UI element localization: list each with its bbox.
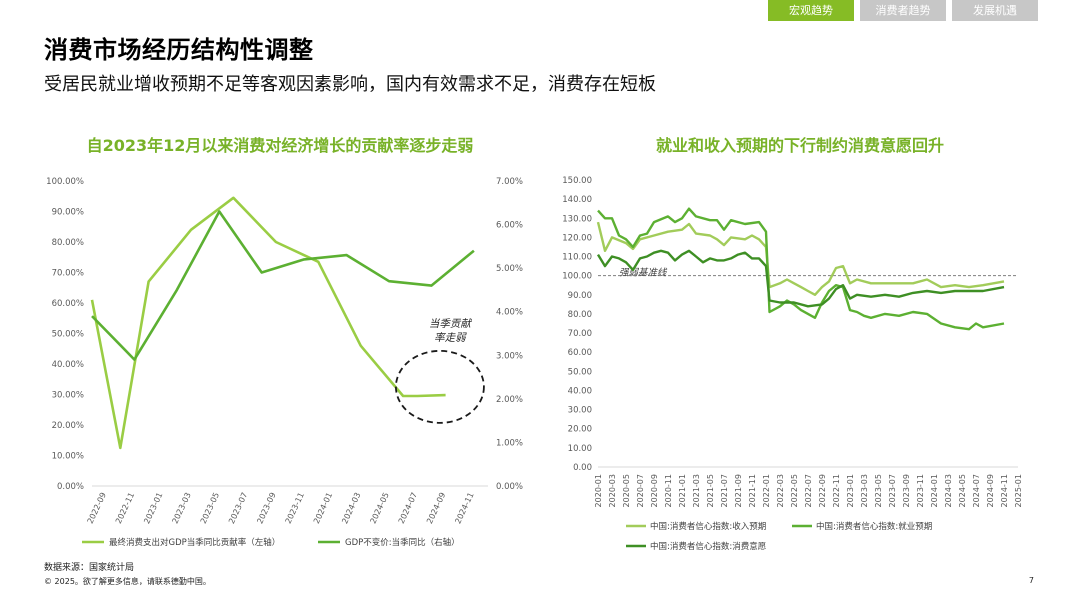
x-tick-label: 2020-07: [636, 474, 645, 507]
left-y-tick-label: 20.00%: [52, 421, 84, 431]
annotation-label: 率走弱: [434, 332, 467, 344]
x-tick-label: 2021-01: [678, 474, 687, 507]
left-y-tick-label: 90.00%: [52, 208, 84, 218]
x-tick-label: 2023-09: [902, 474, 911, 507]
left-y-tick-label: 0.00%: [57, 482, 84, 492]
x-tick-label: 2020-05: [622, 474, 631, 507]
x-tick-label: 2020-11: [664, 474, 673, 507]
x-tick-label: 2021-11: [748, 474, 757, 507]
x-tick-label: 2020-09: [650, 474, 659, 507]
series-line-1: [596, 221, 1005, 296]
right-chart-title: 就业和收入预期的下行制约消费意愿回升: [655, 136, 944, 155]
x-tick-label: 2024-05: [958, 474, 967, 507]
x-tick-label: 2021-07: [720, 474, 729, 507]
page-subtitle: 受居民就业增收预期不足等客观因素影响，国内有效需求不足，消费存在短板: [44, 74, 656, 95]
annotation-label: 当季贡献: [429, 318, 472, 330]
tab-opportunities[interactable]: 发展机遇: [952, 0, 1038, 21]
y-tick-label: 150.00: [562, 176, 592, 186]
x-tick-label: 2023-07: [888, 474, 897, 507]
legend-label: GDP不变价:当季同比（右轴）: [345, 537, 460, 548]
x-tick-label: 2023-01: [846, 474, 855, 507]
x-tick-label: 2021-09: [734, 474, 743, 507]
right-y-tick-label: 4.00%: [496, 308, 523, 318]
page-number: 7: [1028, 576, 1034, 585]
y-tick-label: 30.00: [568, 406, 592, 416]
x-tick-label: 2025-01: [1014, 474, 1023, 507]
x-tick-label: 2023-05: [874, 474, 883, 507]
y-tick-label: 120.00: [562, 233, 592, 243]
left-y-tick-label: 70.00%: [52, 269, 84, 279]
y-tick-label: 40.00: [568, 386, 592, 396]
left-y-tick-label: 10.00%: [52, 452, 84, 462]
x-tick-label: 2021-05: [706, 474, 715, 507]
x-tick-label: 2022-03: [776, 474, 785, 507]
y-tick-label: 0.00: [573, 463, 592, 473]
right-y-tick-label: 1.00%: [496, 438, 523, 448]
left-y-tick-label: 100.00%: [46, 177, 84, 187]
left-chart-title: 自2023年12月以来消费对经济增长的贡献率逐步走弱: [86, 136, 474, 155]
x-tick-label: 2021-03: [692, 474, 701, 507]
y-tick-label: 140.00: [562, 195, 592, 205]
y-tick-label: 50.00: [568, 367, 592, 377]
y-tick-label: 130.00: [562, 214, 592, 224]
legend-label: 中国:消费者信心指数:收入预期: [650, 521, 766, 532]
y-tick-label: 70.00: [568, 329, 592, 339]
legend-label: 中国:消费者信心指数:消费意愿: [650, 541, 767, 552]
left-y-tick-label: 80.00%: [52, 238, 84, 248]
x-tick-label: 2020-03: [608, 474, 617, 507]
copyright-note: © 2025。欲了解更多信息，请联系德勤中国。: [44, 577, 211, 586]
left-y-tick-label: 40.00%: [52, 360, 84, 370]
left-y-tick-label: 60.00%: [52, 299, 84, 309]
x-tick-label: 2020-01: [594, 474, 603, 507]
series-line-2: [91, 210, 475, 361]
legend-label: 最终消费支出对GDP当季同比贡献率（左轴）: [109, 537, 280, 548]
right-y-tick-label: 2.00%: [496, 395, 523, 405]
annotation-circle: [395, 349, 485, 424]
y-tick-label: 10.00: [568, 444, 592, 454]
reference-line-label: 强弱基准线: [619, 268, 668, 279]
x-tick-label: 2022-01: [762, 474, 771, 507]
page-title: 消费市场经历结构性调整: [44, 36, 314, 64]
top-nav-tabs: 宏观趋势 消费者趋势 发展机遇: [768, 0, 1038, 21]
x-tick-label: 2023-03: [860, 474, 869, 507]
y-tick-label: 20.00: [568, 425, 592, 435]
tab-consumer-trends[interactable]: 消费者趋势: [860, 0, 946, 21]
y-tick-label: 60.00: [568, 348, 592, 358]
source-note: 数据来源：国家统计局: [44, 563, 135, 573]
left-y-tick-label: 50.00%: [52, 330, 84, 340]
y-tick-label: 110.00: [562, 253, 592, 263]
x-tick-label: 2022-07: [804, 474, 813, 507]
x-tick-label: 2024-11: [1000, 474, 1009, 507]
x-tick-label: 2024-09: [986, 474, 995, 507]
right-y-tick-label: 0.00%: [496, 482, 523, 492]
x-tick-label: 2022-05: [790, 474, 799, 507]
x-tick-label: 2022-09: [818, 474, 827, 507]
x-tick-label: 2024-07: [972, 474, 981, 507]
y-tick-label: 80.00: [568, 310, 592, 320]
x-tick-label: 2023-11: [916, 474, 925, 507]
x-tick-label: 2024-01: [930, 474, 939, 507]
left-y-tick-label: 30.00%: [52, 391, 84, 401]
right-y-tick-label: 6.00%: [496, 221, 523, 231]
tab-macro-trends[interactable]: 宏观趋势: [768, 0, 854, 21]
right-y-tick-label: 3.00%: [496, 351, 523, 361]
x-tick-label: 2024-03: [944, 474, 953, 507]
x-tick-label: 2022-11: [832, 474, 841, 507]
y-tick-label: 100.00: [562, 272, 592, 282]
y-tick-label: 90.00: [568, 291, 592, 301]
right-y-tick-label: 7.00%: [496, 177, 523, 187]
series-line-3: [596, 249, 1005, 308]
legend-label: 中国:消费者信心指数:就业预期: [816, 521, 932, 532]
right-y-tick-label: 5.00%: [496, 264, 523, 274]
series-line-1: [90, 196, 446, 450]
